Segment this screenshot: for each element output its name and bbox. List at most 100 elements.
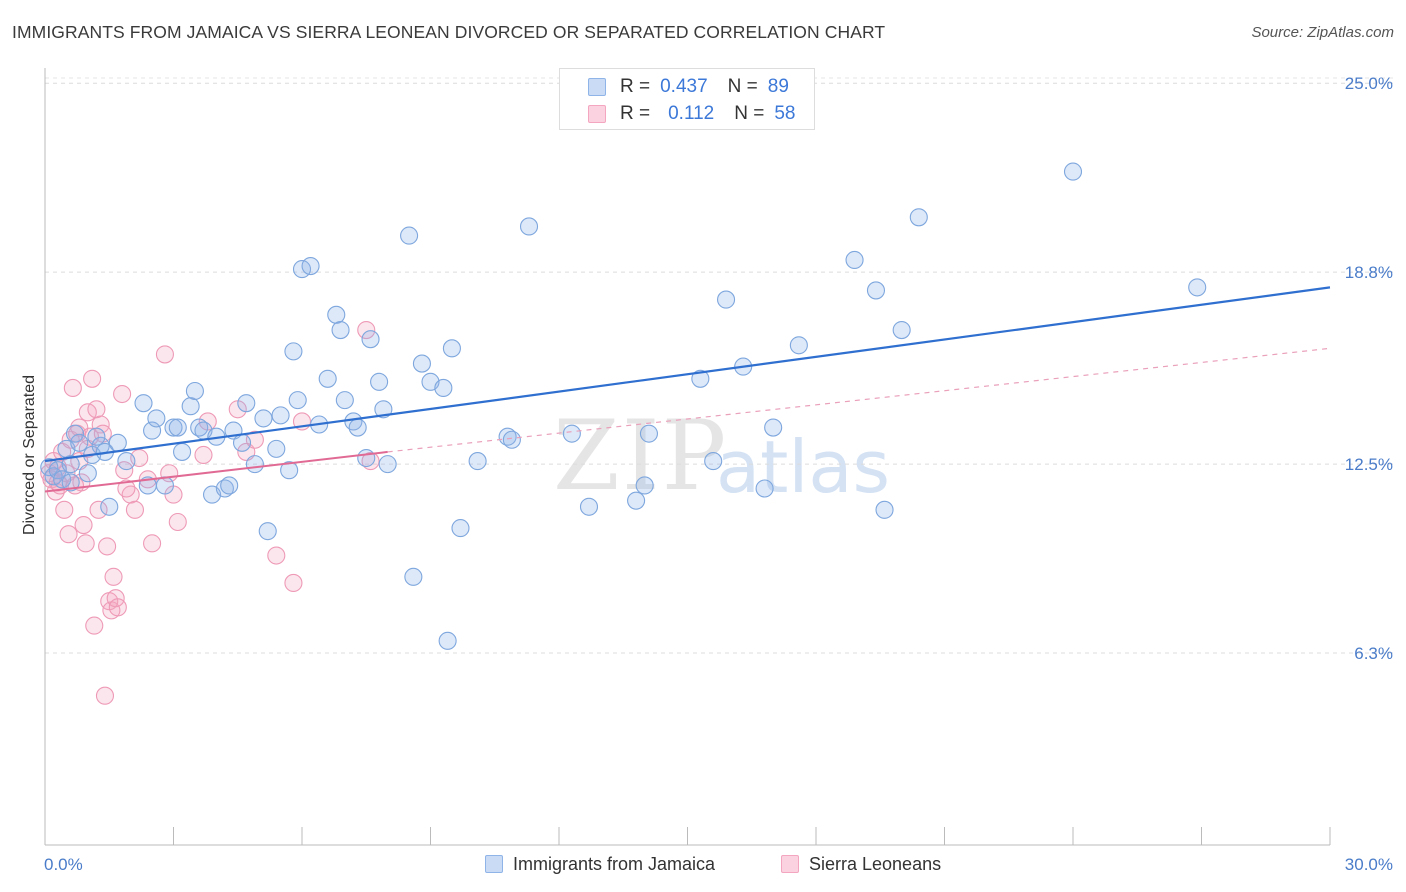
n-value: 58 [774,103,796,124]
jamaica-swatch [485,855,503,873]
y-axis-label: Divorced or Separated [21,375,38,535]
jamaica-point [87,427,106,446]
jamaica-point [764,418,783,437]
sierra-point [74,516,93,535]
jamaica-point [370,372,389,391]
sierra-point [194,445,213,465]
jamaica-point [866,281,886,300]
sierra-point [357,320,376,340]
jamaica-point [78,464,97,483]
y-tick-label: 18.8% [1345,263,1393,282]
jamaica-point [755,479,774,498]
jamaica-point [185,381,204,401]
jamaica-point [267,439,286,458]
sierra-trend-extension [387,347,1331,453]
sierra-swatch [588,105,606,123]
bottom-legend-sierra: Sierra Leoneans [781,851,941,877]
r-label: R = [620,103,651,124]
sierra-point [87,400,106,419]
jamaica-point [442,339,461,358]
sierra-point [267,546,286,565]
trend-lines [44,286,1331,493]
jamaica-point [691,369,710,388]
sierra-point [284,573,303,593]
jamaica-point [357,448,376,468]
jamaica-point [288,391,307,410]
jamaica-point [331,320,350,340]
jamaica-point [173,442,192,461]
sierra-point [55,500,74,519]
jamaica-point [635,476,654,495]
sierra-trend-line [44,450,388,493]
n-value: 89 [767,76,789,97]
sierra-point [113,384,132,404]
jamaica-point [100,497,119,516]
jamaica-point [220,476,239,495]
jamaica-point [412,354,431,373]
jamaica-point [155,476,174,495]
sierra-point [125,500,144,519]
jamaica-point [147,409,166,428]
r-label: R = [620,76,651,97]
jamaica-point [845,250,864,270]
sierra-point [104,567,123,586]
jamaica-point [181,397,200,416]
sierra-point [98,537,117,556]
n-label: N = [727,76,758,97]
jamaica-point [348,418,367,437]
jamaica-point [335,391,354,410]
jamaica-point [65,424,85,443]
correlation-legend: R = 0.437 N = 89 R = 0.112 N = 58 [559,68,815,130]
sierra-point [63,378,82,397]
r-value: 0.437 [660,76,708,97]
jamaica-point [892,320,911,340]
jamaica-point [318,369,337,388]
jamaica-point [70,433,89,452]
jamaica-point [789,336,808,355]
jamaica-point [875,500,894,519]
jamaica-point [280,461,299,480]
jamaica-point [271,406,290,425]
grid-lines [45,77,1395,654]
jamaica-point [468,452,487,471]
source-label: Source: ZipAtlas.com [1251,24,1394,41]
x-tick-label: 0.0% [44,855,83,874]
jamaica-point [716,290,736,309]
sierra-point [95,686,115,705]
jamaica-trend-line [44,286,1331,463]
jamaica-point [627,491,646,510]
sierra-point [85,616,104,635]
jamaica-point [361,330,380,349]
chart-title: IMMIGRANTS FROM JAMAICA VS SIERRA LEONEA… [12,22,886,42]
jamaica-point [108,433,127,452]
jamaica-point [284,342,303,361]
jamaica-point [301,257,320,276]
jamaica-point [61,473,80,492]
jamaica-point [704,452,723,471]
sierra-swatch [781,855,799,873]
jamaica-swatch [588,78,606,96]
sierra-point [59,525,78,544]
x-tick-label: 30.0% [1345,855,1393,874]
sierra-point [143,534,162,553]
jamaica-point [579,497,599,516]
jamaica-point [909,208,928,227]
jamaica-point [245,455,264,474]
jamaica-point [164,418,183,437]
jamaica-points [40,162,1207,650]
y-tick-label: 25.0% [1345,74,1393,93]
sierra-point [76,534,95,553]
jamaica-point [404,567,423,586]
y-tick-label: 12.5% [1345,455,1393,474]
jamaica-point [168,418,187,437]
jamaica-point [254,409,273,428]
legend-row-sierra: R = 0.112 N = 58 [588,101,796,127]
n-label: N = [734,103,765,124]
jamaica-point [639,424,659,443]
watermark-atlas: atlas [716,425,890,509]
legend-label: Sierra Leoneans [809,853,942,874]
jamaica-point [438,631,457,650]
jamaica-point [1063,162,1083,181]
jamaica-point [117,452,136,471]
